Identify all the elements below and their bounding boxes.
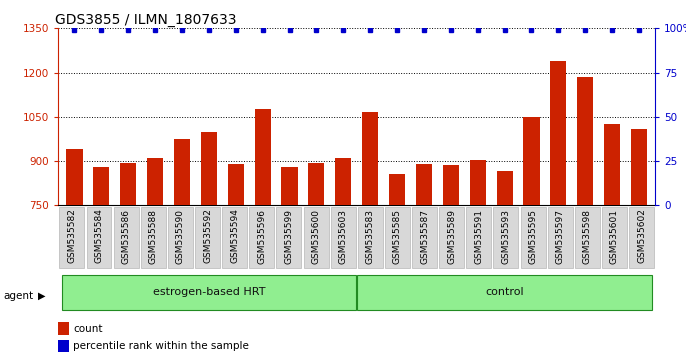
Text: GSM535602: GSM535602 xyxy=(637,209,646,263)
Text: GSM535603: GSM535603 xyxy=(339,209,348,263)
Bar xyxy=(281,167,298,205)
FancyBboxPatch shape xyxy=(493,207,519,268)
Text: GSM535599: GSM535599 xyxy=(285,209,294,263)
FancyBboxPatch shape xyxy=(521,207,545,268)
Text: GSM535595: GSM535595 xyxy=(528,209,538,263)
Text: GSM535594: GSM535594 xyxy=(230,209,239,263)
FancyBboxPatch shape xyxy=(222,207,247,268)
Text: count: count xyxy=(73,324,103,333)
Text: GSM535601: GSM535601 xyxy=(610,209,619,263)
Bar xyxy=(174,139,190,205)
Text: GSM535593: GSM535593 xyxy=(501,209,510,263)
Text: GSM535596: GSM535596 xyxy=(257,209,266,263)
FancyBboxPatch shape xyxy=(602,207,627,268)
FancyBboxPatch shape xyxy=(385,207,410,268)
FancyBboxPatch shape xyxy=(575,207,600,268)
Text: estrogen-based HRT: estrogen-based HRT xyxy=(152,287,265,297)
FancyBboxPatch shape xyxy=(60,207,84,268)
FancyBboxPatch shape xyxy=(331,207,355,268)
Bar xyxy=(470,160,486,205)
FancyBboxPatch shape xyxy=(357,275,652,309)
Bar xyxy=(201,132,217,205)
Bar xyxy=(631,129,647,205)
FancyBboxPatch shape xyxy=(114,207,139,268)
FancyBboxPatch shape xyxy=(358,207,383,268)
Text: ▶: ▶ xyxy=(38,291,45,301)
Bar xyxy=(58,340,69,352)
FancyBboxPatch shape xyxy=(303,207,329,268)
Text: GSM535585: GSM535585 xyxy=(393,209,402,263)
Text: GSM535600: GSM535600 xyxy=(311,209,320,263)
FancyBboxPatch shape xyxy=(466,207,491,268)
Bar xyxy=(120,162,137,205)
FancyBboxPatch shape xyxy=(629,207,654,268)
Bar xyxy=(228,164,244,205)
Text: control: control xyxy=(485,287,524,297)
FancyBboxPatch shape xyxy=(141,207,166,268)
Text: GSM535597: GSM535597 xyxy=(556,209,565,263)
FancyBboxPatch shape xyxy=(439,207,464,268)
FancyBboxPatch shape xyxy=(86,207,112,268)
Bar xyxy=(497,171,512,205)
Text: GSM535591: GSM535591 xyxy=(474,209,484,263)
Text: GSM535584: GSM535584 xyxy=(95,209,104,263)
Bar xyxy=(577,77,593,205)
Text: GSM535586: GSM535586 xyxy=(121,209,130,263)
FancyBboxPatch shape xyxy=(62,275,356,309)
Bar xyxy=(308,162,324,205)
Text: percentile rank within the sample: percentile rank within the sample xyxy=(73,341,249,351)
Bar xyxy=(604,124,620,205)
Text: GSM535590: GSM535590 xyxy=(176,209,185,263)
Bar xyxy=(255,109,271,205)
Text: GSM535589: GSM535589 xyxy=(447,209,456,263)
Text: GSM535588: GSM535588 xyxy=(149,209,158,263)
Bar xyxy=(362,113,378,205)
Text: GSM535582: GSM535582 xyxy=(67,209,76,263)
Bar xyxy=(93,167,109,205)
FancyBboxPatch shape xyxy=(249,207,274,268)
Bar xyxy=(147,158,163,205)
FancyBboxPatch shape xyxy=(412,207,437,268)
FancyBboxPatch shape xyxy=(168,207,193,268)
Bar xyxy=(416,164,432,205)
FancyBboxPatch shape xyxy=(195,207,220,268)
Bar xyxy=(67,149,82,205)
Bar xyxy=(389,175,405,205)
Bar xyxy=(550,61,567,205)
Text: GSM535583: GSM535583 xyxy=(366,209,375,263)
Text: GSM535592: GSM535592 xyxy=(203,209,212,263)
Text: GSM535587: GSM535587 xyxy=(420,209,429,263)
Text: agent: agent xyxy=(3,291,34,301)
Bar xyxy=(523,118,539,205)
FancyBboxPatch shape xyxy=(276,207,301,268)
FancyBboxPatch shape xyxy=(547,207,573,268)
Bar xyxy=(58,322,69,335)
Bar xyxy=(335,158,351,205)
Text: GDS3855 / ILMN_1807633: GDS3855 / ILMN_1807633 xyxy=(56,13,237,27)
Bar xyxy=(442,165,459,205)
Text: GSM535598: GSM535598 xyxy=(583,209,592,263)
